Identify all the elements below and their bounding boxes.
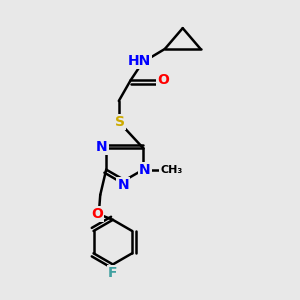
Text: N: N [96, 140, 108, 154]
Text: N: N [139, 163, 151, 177]
Text: F: F [108, 266, 118, 280]
Text: S: S [115, 115, 125, 129]
Text: CH₃: CH₃ [160, 165, 183, 175]
Text: N: N [117, 178, 129, 192]
Text: O: O [158, 73, 169, 87]
Text: HN: HN [128, 54, 151, 68]
Text: O: O [91, 207, 103, 221]
